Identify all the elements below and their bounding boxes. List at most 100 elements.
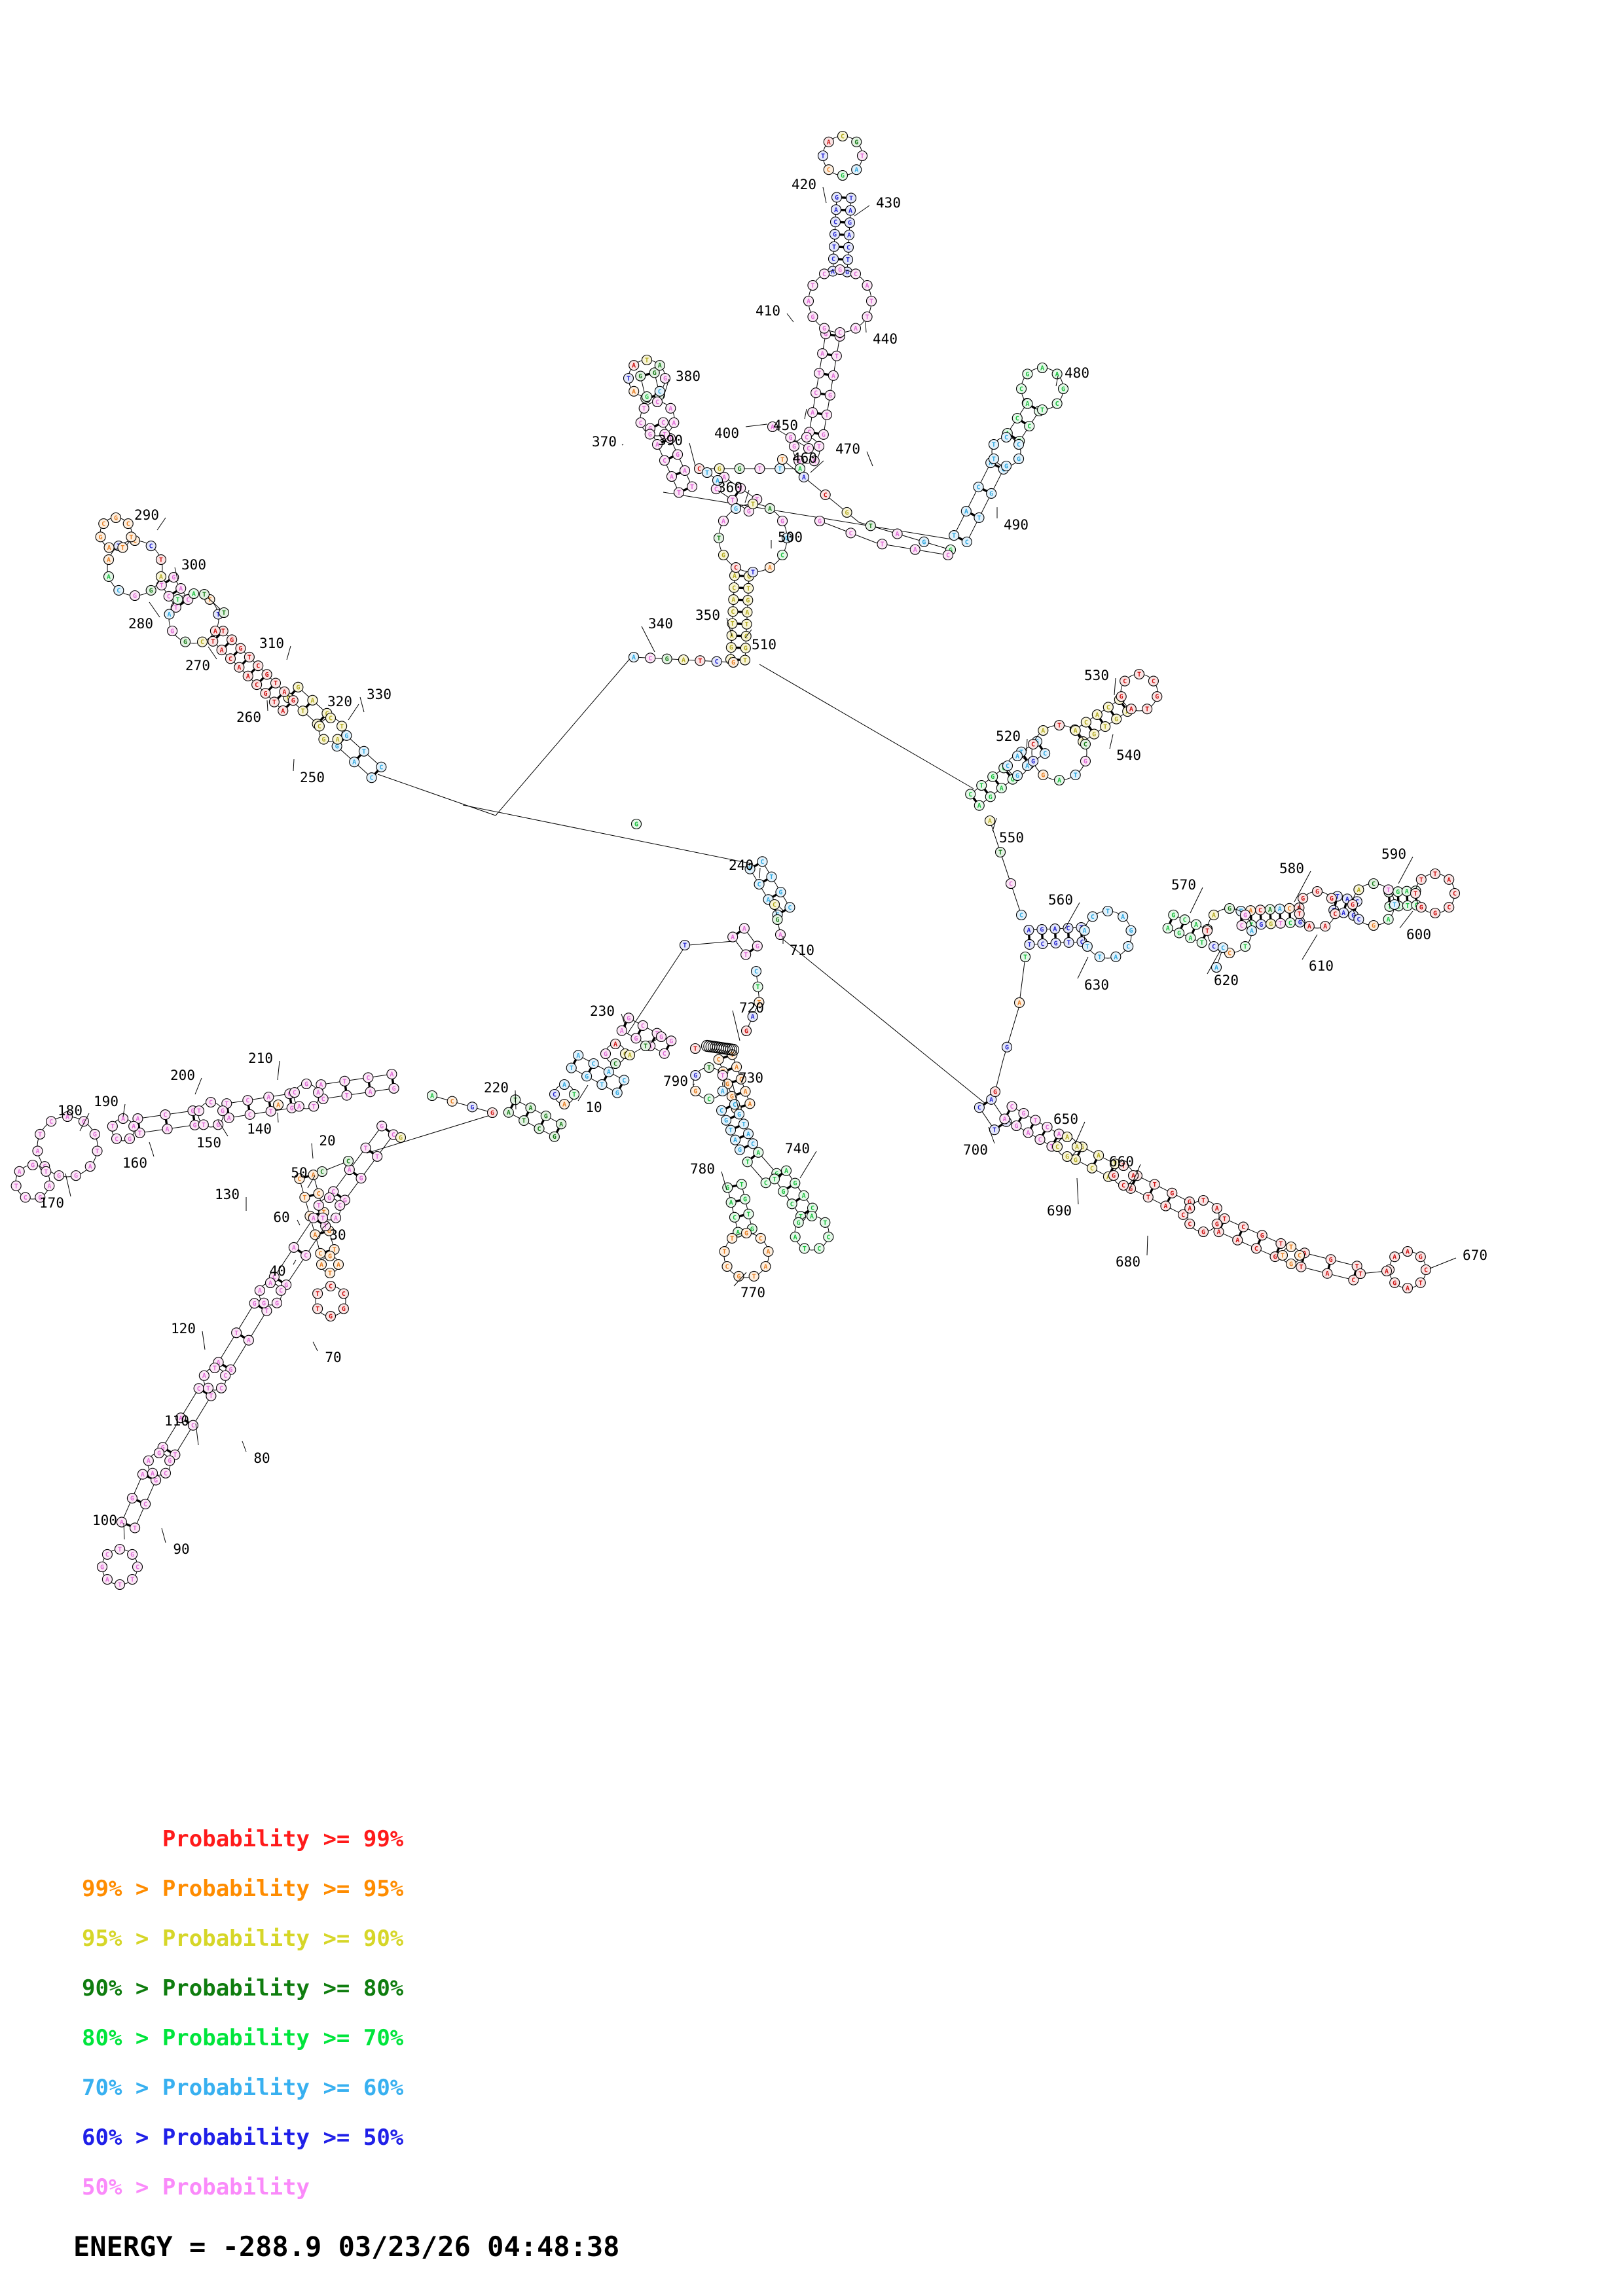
nucleotide-letter: A: [105, 1577, 109, 1584]
nucleotide-letter: G: [1031, 758, 1035, 765]
nucleotide-circle: [294, 1173, 305, 1185]
nucleotide-circle: [807, 407, 818, 418]
nucleotide-letter: A: [1214, 965, 1218, 972]
label-leader-line: [733, 1272, 747, 1287]
nucleotide-circle: [581, 1071, 593, 1082]
nucleotide-letter: T: [860, 153, 864, 160]
nucleotide-letter: C: [329, 715, 333, 723]
nucleotide-circle: [965, 789, 976, 800]
nucleotide-letter: C: [754, 969, 758, 976]
nucleotide-letter: A: [831, 268, 835, 276]
nucleotide-letter: A: [1129, 706, 1133, 713]
label-leader-line: [359, 696, 365, 713]
nucleotide-letter: C: [648, 655, 652, 662]
nucleotide-circle: [850, 323, 862, 334]
nucleotide-letter: T: [1074, 772, 1078, 779]
nucleotide-letter: G: [157, 1450, 161, 1458]
nucleotide-circle: [447, 1096, 458, 1107]
position-label: 260: [236, 709, 261, 725]
nucleotide-letter: C: [117, 587, 120, 594]
nucleotide-letter: C: [1221, 945, 1225, 952]
nucleotide-circle: [1028, 755, 1039, 767]
nucleotide-letter: C: [329, 1283, 333, 1291]
nucleotide-circle: [1275, 1238, 1286, 1249]
backbone-line: [762, 861, 790, 908]
nucleotide-letter: C: [663, 457, 666, 465]
nucleotide-letter: A: [848, 207, 852, 215]
nucleotide-letter: C: [136, 1564, 139, 1571]
nucleotide-circle: [1005, 878, 1017, 889]
nucleotide-circle: [20, 1192, 31, 1203]
nucleotide-circle: [486, 1107, 498, 1119]
nucleotide-circle: [623, 1013, 634, 1024]
nucleotide-letter: T: [773, 1176, 776, 1183]
nucleotide-circle: [733, 1109, 745, 1120]
nucleotide-circle: [657, 417, 669, 428]
nucleotide-letter: A: [1106, 1174, 1110, 1181]
nucleotide-circle: [213, 1119, 224, 1130]
nucleotide-letter: C: [788, 905, 792, 912]
nucleotide-letter: C: [297, 1175, 301, 1183]
nucleotide-circle: [1019, 951, 1031, 963]
nucleotide-circle: [739, 1194, 751, 1205]
nucleotide-letter: T: [317, 1202, 321, 1210]
position-label: 390: [658, 433, 683, 448]
label-leader-line: [149, 1141, 155, 1157]
nucleotide-circle: [823, 136, 834, 147]
nucleotide-circle: [743, 583, 754, 594]
nucleotide-circle: [1197, 1226, 1209, 1238]
nucleotide-circle: [739, 655, 751, 666]
nucleotide-letter: T: [748, 866, 752, 873]
backbone-line: [953, 462, 991, 536]
nucleotide-circle: [603, 1066, 614, 1077]
nucleotide-letter: G: [263, 691, 267, 698]
legend-row-p90: 95% > Probability >= 90%: [82, 1926, 404, 1952]
nucleotide-letter: A: [147, 1458, 151, 1465]
nucleotide-letter: G: [290, 1105, 294, 1112]
nucleotide-letter: C: [1288, 905, 1292, 912]
nucleotide-circle: [1061, 1131, 1073, 1143]
nucleotide-circle: [734, 463, 745, 475]
nucleotide-circle: [164, 609, 175, 620]
nucleotide-circle: [735, 1073, 746, 1085]
nucleotide-circle: [987, 771, 998, 782]
nucleotide-letter: T: [1433, 871, 1437, 878]
nucleotide-letter: C: [1006, 763, 1010, 770]
nucleotide-circle: [974, 1102, 985, 1113]
backbone-line: [979, 779, 1013, 806]
position-label: 240: [729, 857, 754, 873]
nucleotide-circle: [126, 1493, 137, 1504]
nucleotide-circle: [841, 507, 852, 518]
nucleotide-circle: [803, 295, 814, 307]
nucleotide-letter: C: [814, 390, 818, 397]
nucleotide-letter: G: [265, 672, 269, 679]
nucleotide-letter: C: [279, 1287, 283, 1295]
nucleotide-letter: A: [670, 474, 674, 481]
position-label: 480: [1065, 365, 1089, 381]
nucleotide-circle: [1326, 893, 1337, 904]
nucleotide-circle: [297, 706, 308, 717]
nucleotide-letter: C: [1424, 1267, 1428, 1274]
nucleotide-circle: [126, 531, 137, 543]
nucleotide-circle: [629, 360, 640, 371]
nucleotide-circle: [1383, 884, 1394, 895]
label-leader-line: [692, 1083, 695, 1086]
nucleotide-letter: G: [1004, 463, 1008, 471]
nucleotide-letter: C: [379, 764, 383, 771]
nucleotide-letter: C: [82, 1119, 86, 1126]
nucleotide-letter: T: [1113, 1161, 1117, 1168]
nucleotide-circle: [198, 1370, 210, 1381]
nucleotide-letter: A: [1057, 778, 1061, 785]
nucleotide-circle: [1000, 431, 1012, 443]
nucleotide-letter: T: [216, 611, 220, 619]
nucleotide-circle: [828, 253, 839, 264]
nucleotide-letter: A: [1212, 912, 1216, 919]
nucleotide-letter: T: [693, 1046, 697, 1053]
connector-line: [627, 945, 686, 1035]
nucleotide-circle: [747, 498, 759, 510]
nucleotide-circle: [1006, 1101, 1017, 1112]
nucleotide-letter: G: [230, 637, 234, 644]
nucleotide-letter: G: [743, 1196, 747, 1204]
nucleotide-circle: [519, 1115, 530, 1126]
nucleotide-circle: [318, 734, 329, 745]
